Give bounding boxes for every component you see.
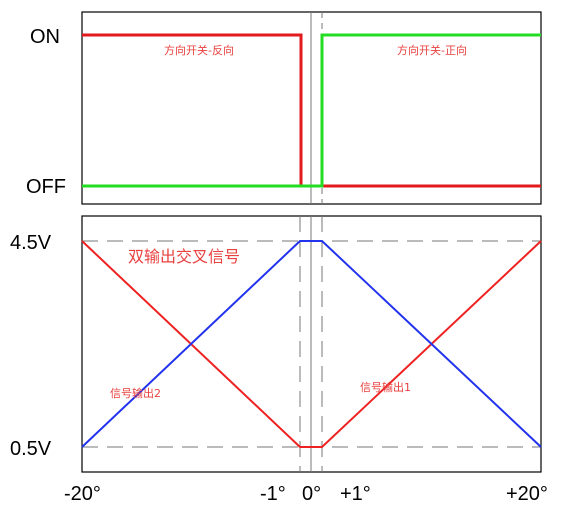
reverse-signal-line xyxy=(82,33,541,188)
switch-panel: ON OFF 方向开关-反向 方向开关-正向 xyxy=(26,11,542,205)
signal-panel: 4.5V 0.5V 双输出交叉信号 信号输出2 信号输出1 xyxy=(10,215,542,473)
x-tick-plus-20: +20° xyxy=(506,483,548,505)
crossed-signal-title: 双输出交叉信号 xyxy=(128,247,240,266)
x-tick-minus-20: -20° xyxy=(64,483,101,505)
forward-signal-line xyxy=(82,33,541,188)
off-level-label: OFF xyxy=(26,176,66,198)
x-axis: -20° -1° 0° +1° +20° xyxy=(64,483,548,505)
x-tick-zero: 0° xyxy=(302,483,321,505)
low-voltage-label: 0.5V xyxy=(10,438,52,460)
x-tick-plus-1: +1° xyxy=(340,483,371,505)
high-voltage-label: 4.5V xyxy=(10,232,52,254)
output1-signal-line xyxy=(81,240,542,448)
forward-switch-label: 方向开关-正向 xyxy=(397,43,467,57)
reverse-switch-label: 方向开关-反向 xyxy=(164,43,234,57)
on-level-label: ON xyxy=(30,26,60,48)
x-tick-minus-1: -1° xyxy=(260,483,286,505)
output2-label: 信号输出2 xyxy=(110,386,161,400)
output1-label: 信号输出1 xyxy=(360,380,411,394)
